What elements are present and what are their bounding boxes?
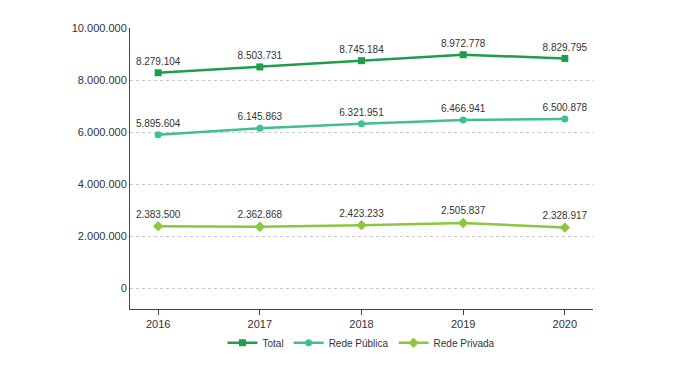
svg-text:2018: 2018 — [349, 318, 374, 331]
svg-text:2.000.000: 2.000.000 — [78, 230, 127, 242]
svg-text:6.145.863: 6.145.863 — [238, 111, 283, 122]
svg-text:2019: 2019 — [450, 318, 476, 331]
svg-text:4.000.000: 4.000.000 — [78, 178, 127, 190]
svg-text:6.466.941: 6.466.941 — [441, 103, 486, 114]
svg-text:8.000.000: 8.000.000 — [78, 74, 127, 86]
svg-text:10.000.000: 10.000.000 — [72, 22, 127, 34]
svg-text:2.383.500: 2.383.500 — [136, 209, 181, 220]
svg-text:8.503.731: 8.503.731 — [238, 50, 283, 61]
svg-text:6.000.000: 6.000.000 — [78, 126, 127, 138]
svg-text:8.279.104: 8.279.104 — [136, 56, 181, 67]
svg-text:2020: 2020 — [553, 318, 577, 330]
svg-text:2016: 2016 — [146, 318, 170, 330]
svg-text:2.423.233: 2.423.233 — [339, 208, 384, 219]
svg-text:2017: 2017 — [247, 318, 273, 331]
svg-text:8.745.184: 8.745.184 — [339, 44, 384, 55]
svg-text:Rede Pública: Rede Pública — [329, 338, 389, 349]
svg-text:0: 0 — [121, 282, 127, 294]
svg-text:Rede Privada: Rede Privada — [434, 338, 495, 349]
svg-text:6.500.878: 6.500.878 — [543, 102, 588, 113]
svg-text:2.328.917: 2.328.917 — [543, 210, 588, 221]
svg-text:2.362.868: 2.362.868 — [238, 209, 283, 220]
svg-text:2.505.837: 2.505.837 — [441, 205, 486, 216]
svg-text:8.829.795: 8.829.795 — [543, 42, 588, 53]
svg-text:5.895.604: 5.895.604 — [136, 118, 181, 129]
svg-text:Total: Total — [263, 338, 284, 349]
svg-text:6.321.951: 6.321.951 — [339, 107, 384, 118]
svg-text:8.972.778: 8.972.778 — [441, 38, 486, 49]
